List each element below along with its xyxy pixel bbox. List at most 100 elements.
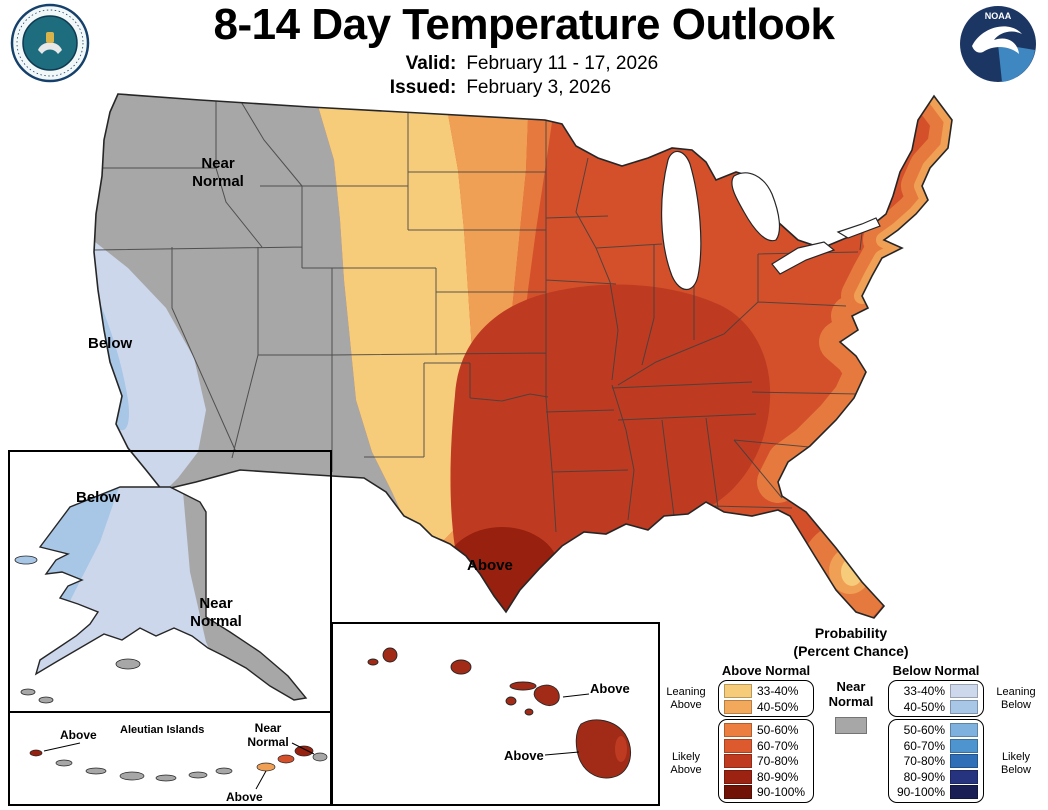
legend-range-label: 33-40% [903, 684, 945, 699]
legend-row-below: 40-50% [894, 699, 978, 715]
legend-title: Probability (Percent Chance) [654, 624, 1048, 660]
legend-range-label: 90-100% [896, 785, 945, 800]
aleutian-pointer-lines [43, 742, 315, 790]
legend-swatch-above [724, 723, 752, 738]
legend-swatch-above [724, 699, 752, 714]
legend-row-above: 33-40% [724, 683, 808, 699]
legend-below-leaning-group: 33-40% 40-50% [888, 680, 984, 718]
legend-swatch-above [724, 684, 752, 699]
legend-range-label: 50-60% [903, 723, 945, 738]
legend-row-below: 60-70% [894, 738, 978, 754]
legend-range-label: 33-40% [757, 684, 799, 699]
hawaii-above-maui-label: Above [590, 681, 630, 696]
state-borders [94, 99, 869, 533]
doc-seal-shield [46, 32, 54, 43]
legend-swatch-below [950, 769, 978, 784]
maui-island [533, 684, 560, 706]
aleutian-island-gray-4 [155, 774, 177, 782]
noaa-logo: NOAA [960, 6, 1036, 82]
st-lawrence-island [14, 555, 38, 565]
lake-erie [771, 241, 836, 275]
lake-huron [731, 172, 781, 242]
lake-michigan [661, 150, 702, 291]
legend-above-side-labels: Leaning Above Likely Above [660, 663, 712, 809]
legend-below-side-labels: Leaning Below Likely Below [990, 663, 1042, 809]
legend-range-label: 40-50% [903, 699, 945, 714]
legend-swatch-above [724, 754, 752, 769]
legend-row-below: 50-60% [894, 722, 978, 738]
legend-range-label: 50-60% [757, 723, 799, 738]
conus-region-above-50-60 [462, 118, 552, 570]
legend-leaning-below-label: Leaning Below [996, 686, 1036, 712]
alaska-inset [8, 450, 332, 713]
legend-row-below: 33-40% [894, 683, 978, 699]
ak-small-island-1 [20, 688, 36, 696]
conus-region-above-70-80 [450, 284, 771, 612]
aleutian-island-above-2 [277, 754, 295, 764]
aleutian-island-gray-5 [188, 771, 208, 779]
legend: Probability (Percent Chance) Leaning Abo… [654, 624, 1048, 809]
legend-leaning-above-label: Leaning Above [666, 686, 706, 712]
legend-row-above: 60-70% [724, 738, 808, 754]
aleutian-island-gray-3 [119, 771, 145, 781]
legend-swatch-below [950, 754, 978, 769]
legend-near-normal-swatch [835, 717, 867, 735]
legend-near-normal: Near Normal [820, 663, 882, 809]
legend-row-below: 90-100% [894, 784, 978, 800]
legend-below-header: Below Normal [892, 663, 980, 679]
legend-row-above: 70-80% [724, 753, 808, 769]
legend-likely-above-label: Likely Above [670, 751, 702, 777]
hawaii-above-big-island-label: Above [504, 748, 544, 763]
legend-row-below: 80-90% [894, 769, 978, 785]
aleutian-island-above-3 [294, 745, 314, 757]
legend-swatch-below [950, 723, 978, 738]
alaska-near-normal-label: Near Normal [190, 595, 242, 630]
lake-ontario [836, 217, 881, 239]
legend-swatch-above [724, 769, 752, 784]
legend-row-above: 90-100% [724, 784, 808, 800]
legend-above-column: Above Normal 33-40% 40-50% 50-60% 60-70% 70… [718, 663, 814, 809]
alaska-outline [34, 486, 308, 701]
legend-title-line2: (Percent Chance) [793, 643, 909, 660]
alaska-map [14, 486, 308, 704]
hawaii-map [367, 647, 632, 779]
niihau-island [367, 658, 379, 666]
aleutian-near-normal-label: Near Normal [247, 721, 289, 750]
legend-below-column: Below Normal 33-40% 40-50% 50-60% 60-70% 70… [888, 663, 984, 809]
legend-swatch-above [724, 785, 752, 800]
legend-swatch-below [950, 699, 978, 714]
big-island-lighter-east [615, 736, 627, 762]
legend-above-leaning-group: 33-40% 40-50% [718, 680, 814, 718]
oahu-island [450, 659, 472, 675]
noaa-logo-sea [998, 44, 1035, 82]
legend-range-label: 40-50% [757, 699, 799, 714]
legend-range-label: 80-90% [757, 769, 799, 784]
aleutian-island-gray-6 [215, 767, 233, 775]
aleutian-island-above-west [29, 749, 43, 757]
legend-swatch-below [950, 684, 978, 699]
florida-33-40 [841, 558, 863, 586]
issued-label: Issued: [389, 77, 457, 98]
noaa-logo-text: NOAA [985, 11, 1012, 21]
valid-label: Valid: [405, 53, 457, 74]
aleutian-map [29, 742, 328, 790]
legend-swatch-above [724, 738, 752, 753]
legend-row-below: 70-80% [894, 753, 978, 769]
valid-value: February 11 - 17, 2026 [466, 53, 659, 74]
alaska-below-40-50 [36, 487, 125, 667]
conus-below-label: Below [88, 335, 133, 352]
department-of-commerce-seal [10, 3, 90, 83]
legend-above-likely-group: 50-60% 60-70% 70-80% 80-90% 90-100% [718, 719, 814, 803]
conus-above-label: Above [467, 557, 513, 574]
aleutian-above-east-label: Above [226, 790, 263, 804]
legend-swatch-below [950, 785, 978, 800]
legend-range-label: 90-100% [757, 785, 806, 800]
big-island [575, 719, 632, 779]
aleutian-islands-label: Aleutian Islands [120, 724, 205, 736]
aleutian-island-gray-2 [85, 767, 107, 775]
alaska-near-normal [182, 487, 306, 700]
conus-region-above-33-40 [318, 106, 482, 540]
legend-range-label: 70-80% [903, 754, 945, 769]
